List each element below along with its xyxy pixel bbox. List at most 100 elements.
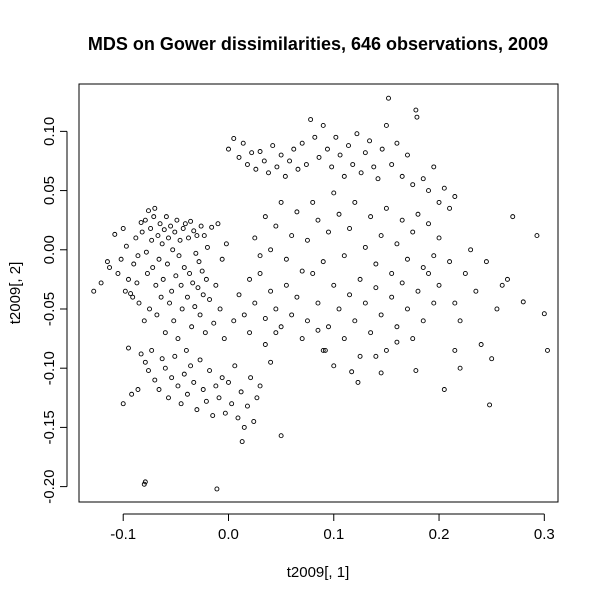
data-point [457, 318, 463, 324]
x-tick-label: 0.3 [534, 526, 555, 543]
data-point [270, 143, 276, 149]
data-point [175, 383, 181, 389]
data-point [283, 256, 289, 262]
data-point [170, 247, 176, 253]
x-tick-label: -0.1 [110, 526, 136, 543]
data-point [341, 253, 347, 259]
data-point [107, 265, 112, 270]
data-point [247, 330, 252, 336]
data-point [236, 154, 242, 160]
data-point [213, 282, 219, 288]
data-point [320, 347, 326, 353]
y-tick-label: -0.20 [41, 470, 58, 504]
data-point [171, 318, 177, 324]
data-point [184, 294, 190, 300]
data-point [198, 223, 204, 229]
data-point [122, 288, 128, 294]
data-point [239, 439, 245, 445]
data-point [375, 176, 381, 182]
data-point [163, 214, 169, 220]
data-point [155, 233, 161, 239]
data-point [236, 292, 242, 298]
data-point [414, 114, 420, 120]
data-point [142, 479, 148, 485]
data-point [98, 280, 104, 286]
data-point [473, 288, 479, 294]
data-point [436, 199, 442, 205]
data-point [289, 312, 295, 318]
data-point [146, 208, 151, 214]
data-point [452, 194, 458, 199]
data-point [336, 306, 342, 312]
data-point [176, 253, 182, 259]
data-point [142, 217, 148, 223]
data-point [358, 170, 364, 176]
data-point [189, 324, 195, 330]
data-point [194, 407, 200, 413]
data-point [383, 122, 389, 128]
data-point [177, 237, 183, 243]
data-point [415, 288, 421, 294]
data-point [316, 154, 322, 160]
data-point [104, 259, 110, 265]
data-point [131, 261, 137, 267]
data-point [336, 211, 342, 217]
data-point [355, 379, 361, 385]
data-point [257, 271, 263, 276]
data-point [203, 276, 209, 282]
data-point [410, 182, 416, 188]
data-point [191, 228, 197, 234]
data-point [394, 140, 400, 146]
data-point [154, 312, 160, 318]
data-point [505, 276, 510, 282]
data-point [441, 387, 447, 392]
data-point [373, 353, 379, 359]
data-point [357, 353, 363, 359]
data-point [405, 306, 410, 312]
y-tick-label: -0.05 [41, 292, 58, 326]
data-point [273, 223, 279, 229]
data-point [112, 231, 118, 237]
data-point [431, 164, 437, 170]
data-point [182, 221, 188, 227]
data-point [436, 235, 442, 241]
data-point [244, 162, 250, 167]
data-point [405, 256, 410, 262]
data-point [534, 233, 540, 239]
data-point [152, 377, 158, 383]
data-point [257, 253, 263, 259]
data-point [341, 173, 347, 179]
data-point [201, 233, 207, 239]
data-point [197, 312, 203, 318]
data-point [192, 304, 198, 310]
data-point [362, 300, 368, 306]
data-point [405, 152, 410, 158]
data-point [299, 336, 305, 342]
data-point [217, 306, 223, 312]
data-point [399, 217, 405, 223]
data-point [478, 342, 484, 347]
data-point [303, 162, 309, 167]
data-point [221, 336, 227, 342]
data-point [249, 150, 255, 156]
data-point [389, 294, 395, 300]
data-point [378, 312, 384, 318]
data-point [410, 229, 416, 235]
data-point [172, 353, 178, 359]
data-point [420, 176, 426, 182]
data-point [262, 342, 268, 347]
data-point [373, 285, 379, 291]
data-point [368, 330, 374, 336]
data-point [499, 282, 505, 288]
data-point [173, 273, 179, 279]
data-point [389, 271, 395, 276]
data-point [158, 294, 164, 300]
data-point [257, 383, 263, 389]
data-point [494, 306, 500, 312]
data-point [159, 241, 165, 247]
data-point [120, 401, 126, 407]
data-point [489, 356, 495, 362]
data-point [214, 486, 220, 492]
data-point [315, 217, 321, 223]
